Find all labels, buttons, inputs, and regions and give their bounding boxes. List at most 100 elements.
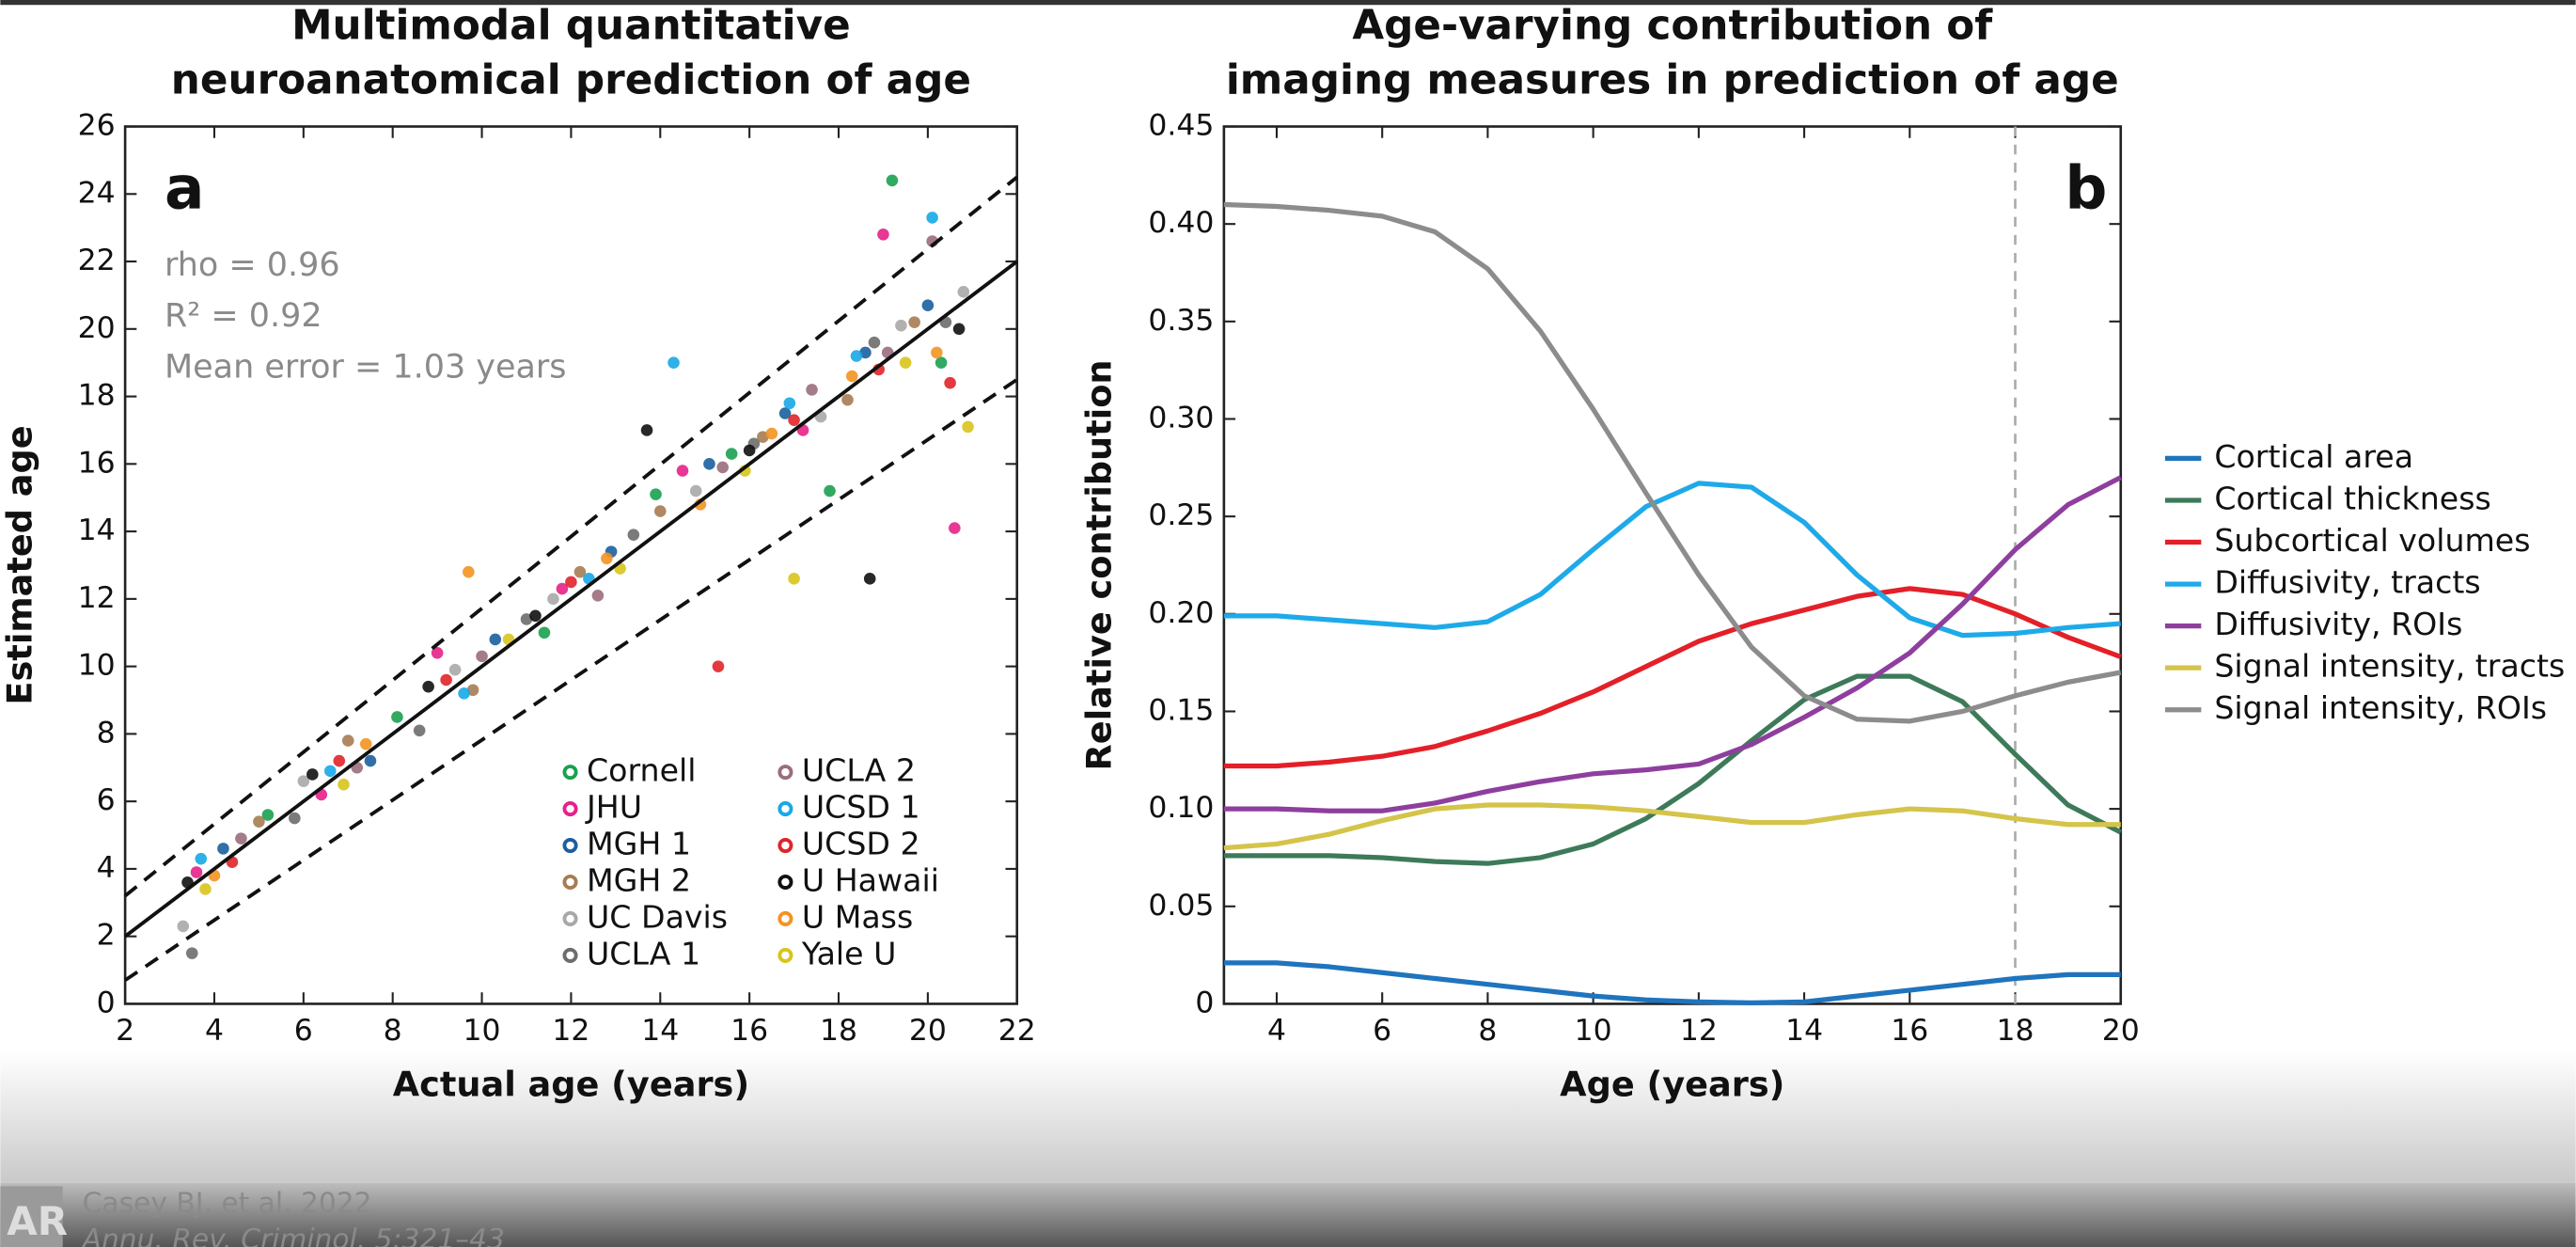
- point: [306, 768, 319, 781]
- point: [824, 484, 836, 497]
- point: [952, 323, 966, 336]
- point: [886, 174, 899, 187]
- y-tick-label: 0.05: [1148, 889, 1214, 923]
- legend-label: UCLA 1: [587, 935, 700, 971]
- legend-label: Signal intensity, tracts: [2214, 648, 2565, 685]
- point: [253, 815, 265, 828]
- y-tick-label: 4: [97, 851, 116, 885]
- point: [783, 397, 796, 410]
- y-tick-label: 0.25: [1148, 498, 1214, 532]
- point: [565, 576, 577, 589]
- series-line: [1223, 960, 2121, 1006]
- point: [297, 775, 310, 787]
- point: [448, 663, 462, 676]
- y-tick-label: 0.20: [1148, 596, 1214, 630]
- point: [341, 734, 354, 747]
- point: [538, 626, 551, 639]
- point: [877, 229, 889, 241]
- legend-marker: [778, 765, 793, 781]
- y-tick-label: 22: [78, 244, 116, 277]
- legend-label: U Mass: [802, 898, 913, 935]
- point: [391, 711, 403, 723]
- chart-title: Multimodal quantitative: [291, 2, 851, 50]
- x-tick-label: 16: [1891, 1014, 1928, 1048]
- fit-line: [123, 260, 1018, 939]
- y-tick-label: 24: [78, 176, 116, 210]
- legend-label: Signal intensity, ROIs: [2214, 689, 2547, 726]
- point: [931, 346, 943, 359]
- legend-label: Cornell: [587, 752, 696, 789]
- y-tick-label: 10: [78, 649, 116, 683]
- y-tick-label: 0.10: [1148, 791, 1214, 825]
- x-tick-label: 10: [1575, 1014, 1612, 1048]
- y-tick-label: 0.35: [1148, 304, 1214, 338]
- x-tick-label: 6: [294, 1014, 313, 1048]
- legend-marker: [778, 801, 793, 817]
- fit-line: [124, 378, 1018, 982]
- panel-label: a: [165, 153, 204, 222]
- point: [908, 316, 920, 328]
- y-tick-label: 16: [78, 446, 116, 480]
- legend-label: Yale U: [801, 935, 897, 971]
- fit-line: [123, 175, 1018, 898]
- legend-label: Diffusivity, ROIs: [2214, 606, 2462, 642]
- point: [716, 461, 729, 474]
- y-tick-label: 0: [1195, 986, 1214, 1019]
- point: [743, 444, 756, 457]
- point: [466, 684, 479, 697]
- y-tick-label: 20: [78, 311, 116, 345]
- point: [845, 370, 858, 383]
- x-tick-label: 20: [2102, 1014, 2140, 1048]
- legend-marker: [562, 874, 578, 891]
- y-tick-label: 26: [78, 109, 116, 143]
- point: [703, 458, 715, 470]
- plot-frame: [1222, 125, 2123, 1005]
- series-line: [1223, 802, 2121, 851]
- legend-marker: [778, 947, 793, 963]
- legend-marker: [562, 947, 578, 963]
- legend-label: JHU: [585, 789, 642, 826]
- x-tick-label: 10: [463, 1014, 501, 1048]
- x-tick-label: 14: [641, 1014, 679, 1048]
- bottom-fade: [0, 1051, 2576, 1183]
- point: [364, 754, 377, 767]
- point: [806, 384, 818, 396]
- point: [323, 765, 337, 778]
- legend-marker: [778, 874, 793, 891]
- point: [547, 592, 559, 606]
- point: [289, 812, 301, 825]
- series-line: [1223, 481, 2121, 639]
- y-tick-label: 0: [97, 986, 116, 1019]
- point: [235, 832, 247, 844]
- chart-title: neuroanatomical prediction of age: [171, 55, 971, 103]
- point: [676, 465, 689, 477]
- y-tick-label: 12: [78, 581, 116, 615]
- point: [850, 350, 863, 362]
- legend-marker: [562, 837, 578, 854]
- point: [859, 346, 872, 359]
- point: [788, 414, 800, 426]
- point: [788, 573, 800, 585]
- x-tick-label: 2: [116, 1014, 134, 1048]
- y-tick-label: 0.30: [1148, 401, 1214, 434]
- chart-title: imaging measures in prediction of age: [1226, 55, 2119, 103]
- legend-label: MGH 1: [587, 826, 691, 862]
- y-tick-label: 0.15: [1148, 693, 1214, 727]
- series-line: [1223, 201, 2122, 724]
- legend-label: U Hawaii: [802, 861, 939, 898]
- top-bar: [0, 0, 2576, 6]
- point: [573, 565, 587, 578]
- point: [689, 484, 702, 497]
- y-tick-label: 0.40: [1148, 206, 1214, 240]
- point: [413, 724, 426, 737]
- legend-label: Cortical thickness: [2214, 480, 2490, 516]
- point: [944, 376, 956, 389]
- point: [185, 947, 198, 959]
- x-tick-label: 12: [1680, 1014, 1718, 1048]
- legend-marker: [778, 910, 793, 926]
- point: [601, 552, 613, 565]
- annotation: rho = 0.96: [165, 246, 340, 284]
- point: [458, 687, 470, 700]
- y-tick-label: 0.45: [1148, 109, 1214, 143]
